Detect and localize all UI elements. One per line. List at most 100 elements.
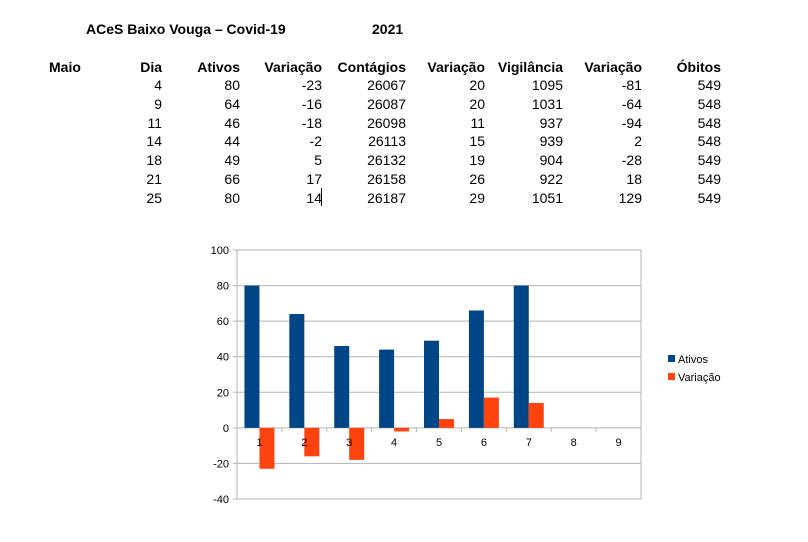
table-cell[interactable]: -16 [301,95,322,112]
table-cell[interactable]: 17 [306,171,322,187]
table-cell[interactable]: 939 [539,133,563,150]
x-tick-label: 8 [571,437,577,449]
y-tick-label: 40 [217,352,229,364]
bar-varia-o [349,427,365,460]
table-cell[interactable]: 11 [470,114,485,131]
table-cell[interactable]: 46 [224,114,240,131]
y-tick-label: 60 [217,316,229,328]
table-cell[interactable]: 80 [224,189,240,206]
x-tick-label: 1 [256,437,262,449]
month-label: Maio [49,59,81,75]
table-cell[interactable]: 549 [697,152,721,169]
header-ativos: Ativos [197,59,240,75]
table-cell[interactable]: 2 [634,133,642,150]
sheet-title: ACeS Baixo Vouga – Covid-19 [86,21,286,37]
header-vigilancia: Vigilância [497,59,563,75]
cell-cursor [321,188,322,206]
table-cell[interactable]: 18 [146,152,162,169]
y-tick-label: 20 [217,387,229,399]
table-cell[interactable]: 549 [697,171,721,187]
sheet-year: 2021 [372,21,404,37]
table-cell[interactable]: 26098 [367,114,406,131]
header-obitos: Óbitos [676,59,721,75]
y-tick-label: 80 [217,281,229,293]
x-tick-label: 5 [436,437,442,449]
table-cell[interactable]: 904 [539,152,563,169]
table-cell[interactable]: 937 [539,114,563,131]
table-cell[interactable]: 26158 [367,171,406,187]
x-tick-label: 2 [301,437,307,449]
table-cell[interactable]: 64 [224,95,240,112]
table-cell[interactable]: 549 [697,189,721,206]
table-cell[interactable]: 129 [618,189,642,206]
table-cell[interactable]: 548 [697,133,721,150]
table-cell[interactable]: 26 [469,171,485,187]
y-tick-label: 0 [223,423,229,435]
table-cell[interactable]: 922 [539,171,563,187]
table-cell[interactable]: -94 [621,114,642,131]
table-cell[interactable]: -64 [621,95,642,112]
table-cell[interactable]: 18 [626,171,642,187]
bar-varia-o [394,427,410,432]
table-cell[interactable]: 11 [147,114,162,131]
header-variacao-contagios: Variação [427,59,485,75]
table-cell[interactable]: 26132 [367,152,406,169]
table-cell[interactable]: 25 [146,189,162,206]
table-cell[interactable]: 26187 [367,189,406,206]
table-cell[interactable]: 14 [146,133,162,150]
table-cell[interactable]: 66 [224,171,240,187]
x-tick-label: 3 [346,437,352,449]
x-tick-label: 9 [615,437,621,449]
table-cell[interactable]: 49 [224,152,240,169]
y-tick-label: -40 [213,494,229,506]
bar-varia-o [304,427,320,457]
table-cell[interactable]: 549 [697,77,721,93]
legend-swatch [668,373,675,380]
table-cell[interactable]: -18 [301,114,322,131]
table-cell[interactable]: 26087 [367,95,406,112]
table-cell[interactable]: -23 [301,77,322,93]
table-cell[interactable]: 80 [224,77,240,93]
legend-entry: Ativos [668,354,708,367]
bar-varia-o [439,418,454,428]
header-dia: Dia [140,59,162,75]
table-cell[interactable]: 19 [469,152,485,169]
table-cell[interactable]: 15 [469,133,485,150]
table-cell[interactable]: 548 [697,114,721,131]
table-cell[interactable]: 9 [154,95,162,112]
table-cell[interactable]: 26067 [367,77,406,93]
legend-label: Variação [678,372,721,384]
table-cell[interactable]: 1095 [531,77,563,93]
bar-ativos [424,340,439,428]
table-cell[interactable]: 20 [469,77,485,93]
table-cell[interactable]: 26113 [368,133,406,150]
y-tick-label: -20 [213,458,229,470]
table-cell[interactable]: 548 [697,95,721,112]
table-cell[interactable]: 29 [469,189,485,206]
table-cell[interactable]: 1051 [531,189,563,206]
bar-varia-o [528,402,544,428]
table-cell[interactable]: 20 [469,95,485,112]
table-cell[interactable]: -28 [621,152,642,169]
table-cell[interactable]: 1031 [531,95,563,112]
legend-entry: Variação [668,372,721,385]
table-cell[interactable]: 44 [224,133,240,150]
x-tick-label: 4 [391,437,397,449]
bar-ativos [289,314,305,428]
header-variacao-vigilancia: Variação [584,59,642,75]
header-variacao-ativos: Variação [264,59,322,75]
table-cell[interactable]: 5 [314,152,322,169]
table-cell[interactable]: 4 [154,77,162,93]
bar-ativos [334,346,350,428]
bar-varia-o [259,427,275,469]
y-tick-label: 100 [211,245,229,257]
legend-swatch [668,355,675,362]
bar-ativos [468,310,484,428]
table-cell[interactable]: -81 [621,77,642,93]
table-cell[interactable]: 21 [146,171,162,187]
header-contagios: Contágios [337,59,406,75]
x-tick-label: 7 [526,437,532,449]
table-cell[interactable]: -2 [309,133,322,150]
table-cell[interactable]: 14 [306,189,322,206]
